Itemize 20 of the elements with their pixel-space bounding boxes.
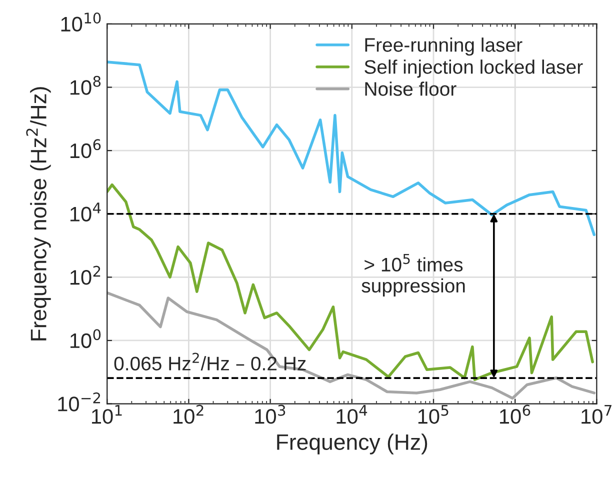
- legend-label: Self injection locked laser: [364, 60, 583, 78]
- y-axis-title: Frequency noise (Hz$^{2}$/Hz): [26, 87, 51, 340]
- annotation: > 10$^{5}$ times suppression: [362, 254, 465, 296]
- x-tick-label: 10$^{4}$: [336, 405, 368, 424]
- x-tick-label: 10$^{2}$: [174, 404, 204, 424]
- x-axis-title: Frequency (Hz): [277, 434, 428, 454]
- legend-label: Free-running laser: [365, 38, 522, 56]
- y-tick-label: 10$^{10}$: [61, 12, 101, 32]
- y-tick-label: 10$^{8}$: [70, 76, 101, 95]
- x-tick-label: 10$^{6}$: [500, 404, 530, 424]
- y-tick-label: 10$^{0}$: [70, 329, 101, 348]
- y-tick-label: 10$^{2}$: [70, 266, 100, 285]
- y-tick-label: 10$^{4}$: [70, 202, 101, 222]
- x-tick-label: 10$^{7}$: [582, 405, 612, 424]
- x-tick-label: 10$^{5}$: [418, 405, 448, 424]
- y-tick-label: 10$^{6}$: [70, 139, 101, 158]
- x-tick-label: 10$^{1}$: [92, 405, 122, 424]
- ref-line-label: 0.065 Hz$^{2}$/Hz – 0.2 Hz: [114, 352, 306, 370]
- legend-label: Noise floor: [365, 82, 456, 96]
- x-tick-label: 10$^{3}$: [255, 404, 286, 424]
